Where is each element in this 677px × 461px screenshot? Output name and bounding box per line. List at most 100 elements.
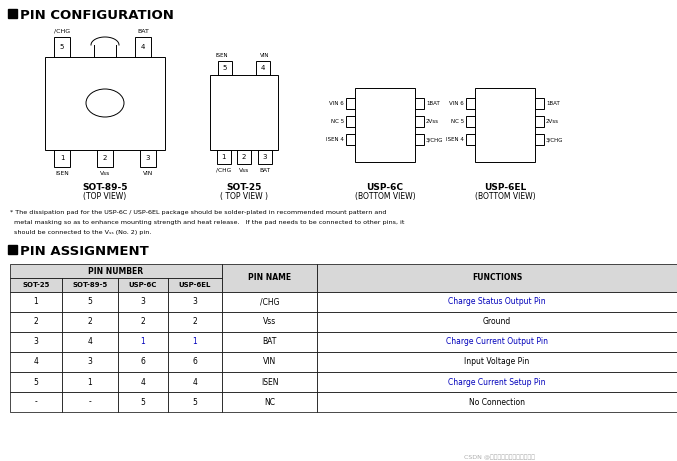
Bar bbox=[466, 98, 475, 109]
Text: -: - bbox=[89, 397, 91, 407]
Text: USP-6C: USP-6C bbox=[129, 282, 157, 288]
Bar bbox=[62, 352, 118, 372]
Text: should be connected to the Vₛₛ (No. 2) pin.: should be connected to the Vₛₛ (No. 2) p… bbox=[10, 230, 152, 235]
Text: Charge Current Setup Pin: Charge Current Setup Pin bbox=[448, 378, 546, 386]
Text: 2: 2 bbox=[141, 318, 146, 326]
Bar bbox=[168, 392, 222, 412]
Text: (BOTTOM VIEW): (BOTTOM VIEW) bbox=[355, 192, 415, 201]
Bar bbox=[118, 312, 168, 332]
Text: ISEN: ISEN bbox=[216, 53, 228, 58]
Text: 1: 1 bbox=[221, 154, 225, 160]
Text: 2: 2 bbox=[103, 155, 107, 161]
Text: 4: 4 bbox=[192, 378, 198, 386]
Text: 4: 4 bbox=[261, 65, 265, 71]
Bar bbox=[168, 332, 222, 352]
Bar bbox=[535, 134, 544, 145]
Bar bbox=[415, 116, 424, 127]
Text: 4: 4 bbox=[141, 44, 145, 50]
Text: ISEN 4: ISEN 4 bbox=[326, 137, 344, 142]
Text: USP-6C: USP-6C bbox=[366, 183, 403, 192]
Text: 3: 3 bbox=[262, 154, 267, 160]
Text: (BOTTOM VIEW): (BOTTOM VIEW) bbox=[475, 192, 536, 201]
Bar bbox=[222, 292, 317, 312]
Text: /CHG: /CHG bbox=[216, 168, 231, 173]
Bar bbox=[535, 116, 544, 127]
Bar bbox=[10, 372, 62, 392]
Text: metal masking so as to enhance mounting strength and heat release.   If the pad : metal masking so as to enhance mounting … bbox=[10, 220, 404, 225]
Text: 6: 6 bbox=[192, 357, 198, 366]
Text: ISEN: ISEN bbox=[261, 378, 278, 386]
Bar bbox=[10, 278, 62, 292]
Text: 5: 5 bbox=[60, 44, 64, 50]
Text: Charge Current Output Pin: Charge Current Output Pin bbox=[446, 337, 548, 347]
Text: Input Voltage Pin: Input Voltage Pin bbox=[464, 357, 529, 366]
Text: BAT: BAT bbox=[262, 337, 277, 347]
Text: No Connection: No Connection bbox=[469, 397, 525, 407]
Text: 5: 5 bbox=[141, 397, 146, 407]
Bar bbox=[168, 312, 222, 332]
Bar bbox=[168, 292, 222, 312]
Text: Ground: Ground bbox=[483, 318, 511, 326]
Text: NC 5: NC 5 bbox=[331, 119, 344, 124]
Text: ( TOP VIEW ): ( TOP VIEW ) bbox=[220, 192, 268, 201]
Bar bbox=[168, 372, 222, 392]
Bar bbox=[317, 292, 677, 312]
Text: 3/CHG: 3/CHG bbox=[546, 137, 563, 142]
Text: 3: 3 bbox=[34, 337, 39, 347]
Bar bbox=[135, 37, 151, 57]
Bar bbox=[62, 278, 118, 292]
Text: Vss: Vss bbox=[263, 318, 276, 326]
Bar bbox=[54, 150, 70, 167]
Bar bbox=[10, 292, 62, 312]
Bar bbox=[45, 57, 165, 150]
Text: 5: 5 bbox=[87, 297, 93, 307]
Text: 1: 1 bbox=[60, 155, 64, 161]
Text: 1: 1 bbox=[87, 378, 92, 386]
Text: /CHG: /CHG bbox=[260, 297, 279, 307]
Bar bbox=[257, 150, 271, 164]
Text: USP-6EL: USP-6EL bbox=[484, 183, 526, 192]
Text: -: - bbox=[35, 397, 37, 407]
Bar bbox=[222, 312, 317, 332]
Text: 5: 5 bbox=[192, 397, 198, 407]
Bar bbox=[8, 245, 17, 254]
Text: SOT-89-5: SOT-89-5 bbox=[72, 282, 108, 288]
Bar bbox=[237, 150, 251, 164]
Bar bbox=[8, 9, 17, 18]
Text: VIN: VIN bbox=[143, 171, 153, 176]
Text: USP-6EL: USP-6EL bbox=[179, 282, 211, 288]
Text: Vss: Vss bbox=[239, 168, 249, 173]
Text: 1BAT: 1BAT bbox=[546, 101, 560, 106]
Bar bbox=[210, 75, 278, 150]
Bar bbox=[217, 150, 230, 164]
Text: 3: 3 bbox=[141, 297, 146, 307]
Text: VIN 6: VIN 6 bbox=[329, 101, 344, 106]
Text: VIN: VIN bbox=[263, 357, 276, 366]
Text: 2: 2 bbox=[193, 318, 198, 326]
Bar bbox=[222, 392, 317, 412]
Bar bbox=[355, 88, 415, 162]
Text: ISEN: ISEN bbox=[55, 171, 69, 176]
Bar bbox=[10, 332, 62, 352]
Text: 4: 4 bbox=[34, 357, 39, 366]
Bar bbox=[415, 98, 424, 109]
Bar bbox=[168, 278, 222, 292]
Bar bbox=[256, 61, 270, 75]
Bar bbox=[317, 392, 677, 412]
Bar bbox=[222, 352, 317, 372]
Text: PIN CONFIGURATION: PIN CONFIGURATION bbox=[20, 9, 174, 22]
Text: 4: 4 bbox=[141, 378, 146, 386]
Text: CSDN @深圳市达诺微电子有限公司: CSDN @深圳市达诺微电子有限公司 bbox=[464, 454, 536, 460]
Bar bbox=[54, 37, 70, 57]
Bar bbox=[317, 264, 677, 292]
Text: ISEN 4: ISEN 4 bbox=[446, 137, 464, 142]
Bar bbox=[62, 292, 118, 312]
Text: PIN NUMBER: PIN NUMBER bbox=[89, 266, 144, 276]
Bar bbox=[535, 98, 544, 109]
Text: Vss: Vss bbox=[100, 171, 110, 176]
Text: * The dissipation pad for the USP-6C / USP-6EL package should be solder-plated i: * The dissipation pad for the USP-6C / U… bbox=[10, 210, 387, 215]
Text: 3/CHG: 3/CHG bbox=[426, 137, 443, 142]
Text: 1: 1 bbox=[141, 337, 146, 347]
Text: BAT: BAT bbox=[137, 29, 149, 34]
Text: /CHG: /CHG bbox=[54, 29, 70, 34]
